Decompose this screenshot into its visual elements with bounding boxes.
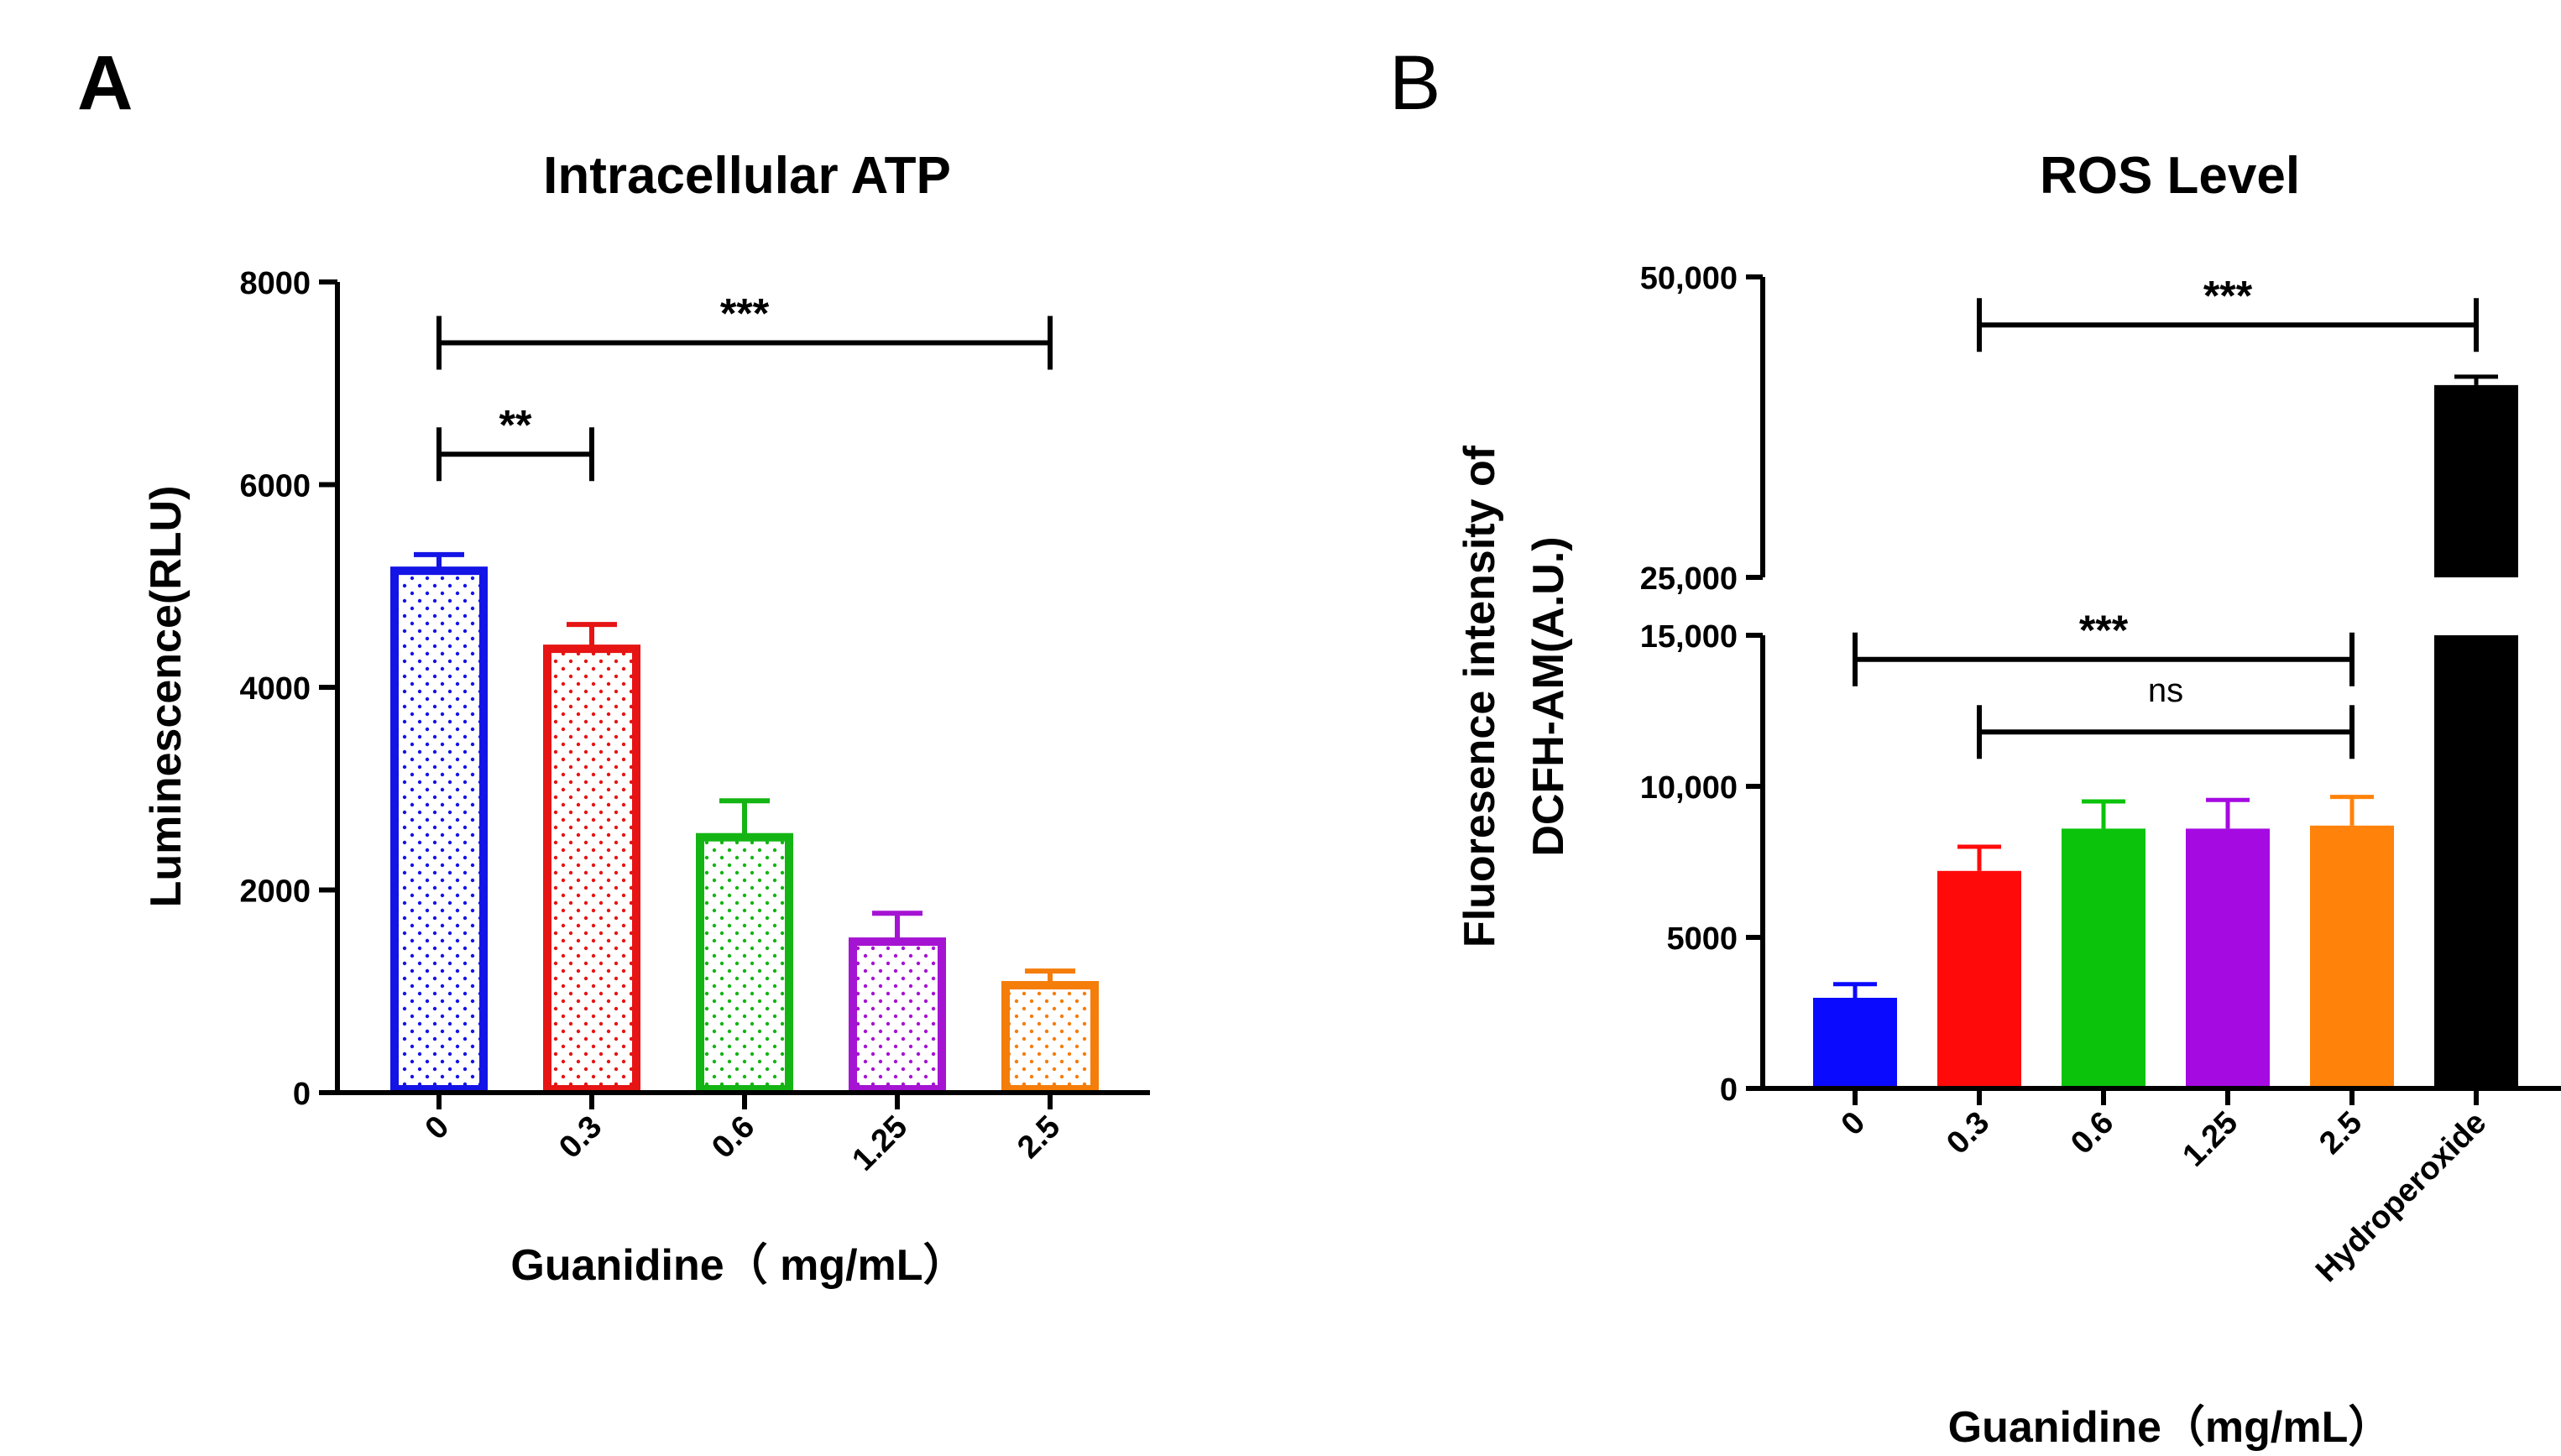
- bar-b-lower: [2434, 635, 2518, 1088]
- bar-b: [1937, 870, 2021, 1088]
- significance-bracket-a: [436, 427, 594, 482]
- panel-letter-b: B: [1389, 40, 1440, 126]
- significance-label-a: ***: [720, 290, 770, 337]
- panel-letter-a: A: [77, 40, 133, 126]
- x-category-label-b: 0.3: [1940, 1105, 1996, 1161]
- significance-label-b: ns: [2148, 672, 2183, 709]
- bars-b: [1813, 374, 2518, 1088]
- x-categories-a: 0 0.3 0.6 1.25 2.5: [419, 1093, 1067, 1178]
- significance-label-b: ***: [2079, 607, 2129, 654]
- significance-b: *** *** ns: [1853, 272, 2479, 759]
- significance-label-b: ***: [2203, 272, 2253, 319]
- y-tick-label-b: 15,000: [1640, 619, 1738, 655]
- significance-bracket-b: [1977, 705, 2355, 759]
- y-tick-label-a: 2000: [239, 874, 311, 910]
- significance-a: *****: [436, 290, 1053, 482]
- bar-b: [2062, 828, 2145, 1088]
- x-category-label-b: 0.6: [2064, 1105, 2120, 1161]
- y-tick-label-b: 0: [1720, 1072, 1738, 1108]
- y-tick-label-b: 25,000: [1640, 561, 1738, 597]
- y-axis-label-a: Luminescence(RLU): [142, 486, 191, 908]
- bar-a: [390, 566, 488, 1093]
- x-category-label-a: 2.5: [1011, 1109, 1067, 1166]
- bar-b: [1813, 998, 1897, 1088]
- x-category-label-a: 1.25: [845, 1109, 914, 1178]
- chart-title-b: ROS Level: [2040, 147, 2300, 205]
- significance-bracket-a: [436, 316, 1053, 370]
- x-category-label-b: 1.25: [2176, 1105, 2245, 1174]
- y-tick-label-a: 6000: [239, 469, 311, 504]
- x-category-label-b: 2.5: [2313, 1105, 2369, 1161]
- significance-bracket-b: [1853, 632, 2355, 686]
- bar-b: [2186, 828, 2270, 1088]
- y-tick-label-a: 8000: [239, 266, 311, 301]
- bar-b-upper: [2434, 384, 2518, 577]
- bar-a: [849, 937, 946, 1094]
- panel-b: B ROS Level Fluoresence intensity of DCF…: [1389, 40, 2561, 1452]
- y-axis-label-b-line2: DCFH-AM(A.U.): [1524, 536, 1573, 856]
- y-axis-label-b-line1: Fluoresence intensity of: [1456, 445, 1504, 947]
- significance-label-a: **: [499, 401, 532, 448]
- bar-a: [696, 832, 793, 1094]
- y-tick-label-a: 4000: [239, 671, 311, 707]
- y-tick-label-b: 50,000: [1640, 261, 1738, 296]
- x-axis-label-b: Guanidine（mg/mL）: [1948, 1403, 2392, 1452]
- y-tick-label-b: 10,000: [1640, 770, 1738, 806]
- x-axis-label-a: Guanidine（ mg/mL）: [510, 1241, 966, 1290]
- y-tick-label-a: 0: [293, 1077, 311, 1112]
- chart-title-a: Intracellular ATP: [543, 147, 951, 205]
- x-category-label-a: 0: [419, 1109, 457, 1147]
- bar-a: [543, 645, 640, 1093]
- bar-b: [2310, 825, 2394, 1088]
- y-ticks-a: 0 2000 4000 6000 8000: [239, 266, 337, 1112]
- panel-a: A Intracellular ATP Luminescence(RLU) Gu…: [77, 40, 1150, 1290]
- y-tick-label-b: 5000: [1666, 921, 1738, 957]
- x-category-label-a: 0.3: [552, 1109, 609, 1166]
- bars-a: [390, 551, 1099, 1094]
- bar-a: [1001, 981, 1099, 1094]
- x-category-label-b: 0: [1835, 1105, 1873, 1143]
- y-ticks-b: 0 5000 10,000 15,000 25,000 50,000: [1640, 261, 1763, 1108]
- significance-bracket-b: [1977, 298, 2479, 352]
- x-category-label-a: 0.6: [705, 1109, 761, 1166]
